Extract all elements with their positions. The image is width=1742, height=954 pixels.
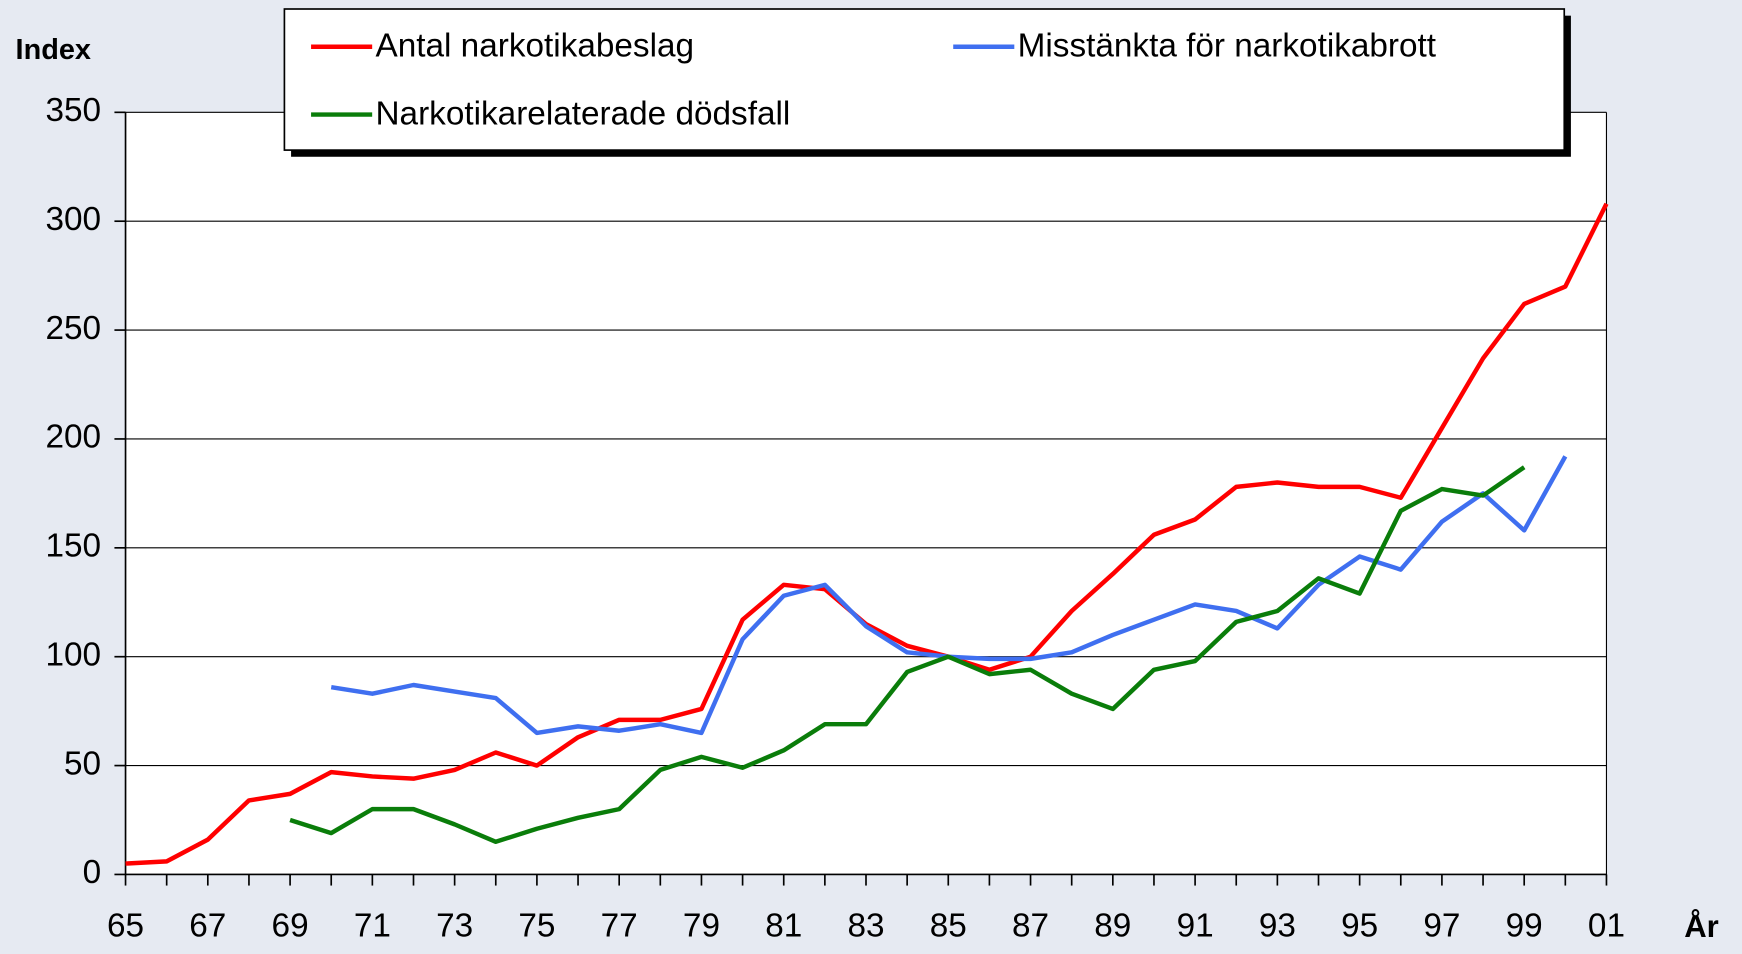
y-tick-label: 100 <box>46 636 102 673</box>
x-tick-label: 87 <box>1012 908 1049 945</box>
series-line <box>289 465 1526 845</box>
x-tick-label: 69 <box>272 908 309 945</box>
x-tick-label: 83 <box>847 908 884 945</box>
legend-label: Antal narkotikabeslag <box>376 28 695 65</box>
x-tick-label: 71 <box>354 908 391 945</box>
x-tick-label: 89 <box>1094 908 1131 945</box>
x-axis-label: År <box>1684 909 1719 944</box>
legend-label: Misstänkta för narkotikabrott <box>1018 28 1437 65</box>
x-tick-label: 85 <box>930 908 967 945</box>
y-tick-label: 0 <box>83 854 102 891</box>
x-tick-label: 73 <box>436 908 473 945</box>
x-tick-label: 99 <box>1506 908 1543 945</box>
x-tick-label: 97 <box>1423 908 1460 945</box>
x-tick-label: 81 <box>765 908 802 945</box>
legend <box>283 8 1566 151</box>
y-tick-label: 250 <box>46 310 102 347</box>
x-tick-label: 77 <box>601 908 638 945</box>
y-axis-label: Index <box>16 34 91 66</box>
x-tick-label: 01 <box>1588 908 1625 945</box>
x-tick-label: 91 <box>1177 908 1214 945</box>
y-tick-label: 200 <box>46 419 102 456</box>
x-tick-label: 93 <box>1259 908 1296 945</box>
x-tick-label: 95 <box>1341 908 1378 945</box>
x-tick-label: 65 <box>107 908 144 945</box>
y-tick-label: 50 <box>64 745 101 782</box>
x-tick-label: 75 <box>518 908 555 945</box>
y-tick-label: 150 <box>46 528 102 565</box>
x-tick-label: 67 <box>189 908 226 945</box>
plot-area <box>125 112 1607 875</box>
x-tick-label: 79 <box>683 908 720 945</box>
y-tick-label: 300 <box>46 201 102 238</box>
y-tick-label: 350 <box>46 92 102 129</box>
legend-label: Narkotikarelaterade dödsfall <box>376 95 791 132</box>
